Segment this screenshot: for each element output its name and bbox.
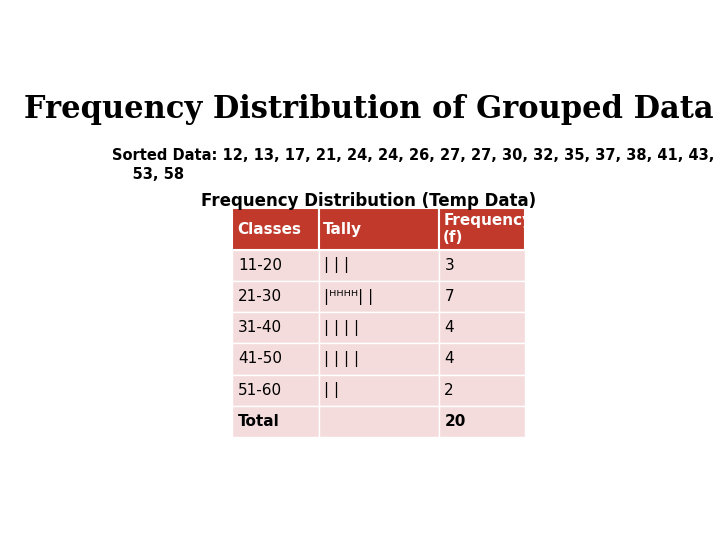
Bar bbox=[233, 208, 319, 250]
Text: 20: 20 bbox=[444, 414, 466, 429]
Bar bbox=[233, 281, 319, 312]
Text: 31-40: 31-40 bbox=[238, 320, 282, 335]
Text: 4: 4 bbox=[444, 352, 454, 367]
Text: 7: 7 bbox=[444, 289, 454, 304]
Bar bbox=[233, 343, 319, 375]
Text: Frequency
(f): Frequency (f) bbox=[444, 213, 532, 245]
Text: 4: 4 bbox=[444, 320, 454, 335]
Text: | |: | | bbox=[324, 382, 340, 398]
Text: Tally: Tally bbox=[323, 221, 362, 237]
Bar bbox=[233, 250, 319, 281]
Text: 2: 2 bbox=[444, 383, 454, 397]
Bar bbox=[438, 281, 526, 312]
Bar bbox=[319, 406, 438, 437]
Bar bbox=[233, 406, 319, 437]
Text: Sorted Data: 12, 13, 17, 21, 24, 24, 26, 27, 27, 30, 32, 35, 37, 38, 41, 43, 44,: Sorted Data: 12, 13, 17, 21, 24, 24, 26,… bbox=[112, 148, 720, 163]
Text: 53, 58: 53, 58 bbox=[112, 167, 184, 181]
Bar bbox=[438, 375, 526, 406]
Bar bbox=[438, 312, 526, 343]
Bar bbox=[233, 375, 319, 406]
Bar bbox=[438, 343, 526, 375]
Bar bbox=[319, 281, 438, 312]
Text: 41-50: 41-50 bbox=[238, 352, 282, 367]
Bar bbox=[319, 208, 438, 250]
Bar bbox=[319, 343, 438, 375]
Text: | | | |: | | | | bbox=[324, 351, 359, 367]
Bar bbox=[233, 312, 319, 343]
Bar bbox=[319, 312, 438, 343]
Text: | | | |: | | | | bbox=[324, 320, 359, 336]
Text: Total: Total bbox=[238, 414, 279, 429]
Bar bbox=[319, 375, 438, 406]
Bar bbox=[438, 406, 526, 437]
Text: |ᴴᴴᴴᴴ| |: |ᴴᴴᴴᴴ| | bbox=[324, 288, 374, 305]
Text: Classes: Classes bbox=[237, 221, 301, 237]
Text: 11-20: 11-20 bbox=[238, 258, 282, 273]
Bar bbox=[438, 208, 526, 250]
Text: 3: 3 bbox=[444, 258, 454, 273]
Text: 21-30: 21-30 bbox=[238, 289, 282, 304]
Text: 51-60: 51-60 bbox=[238, 383, 282, 397]
Text: Frequency Distribution of Grouped Data: Frequency Distribution of Grouped Data bbox=[24, 94, 714, 125]
Bar bbox=[319, 250, 438, 281]
Text: Frequency Distribution (Temp Data): Frequency Distribution (Temp Data) bbox=[202, 192, 536, 210]
Bar bbox=[438, 250, 526, 281]
Text: | | |: | | | bbox=[324, 258, 349, 273]
